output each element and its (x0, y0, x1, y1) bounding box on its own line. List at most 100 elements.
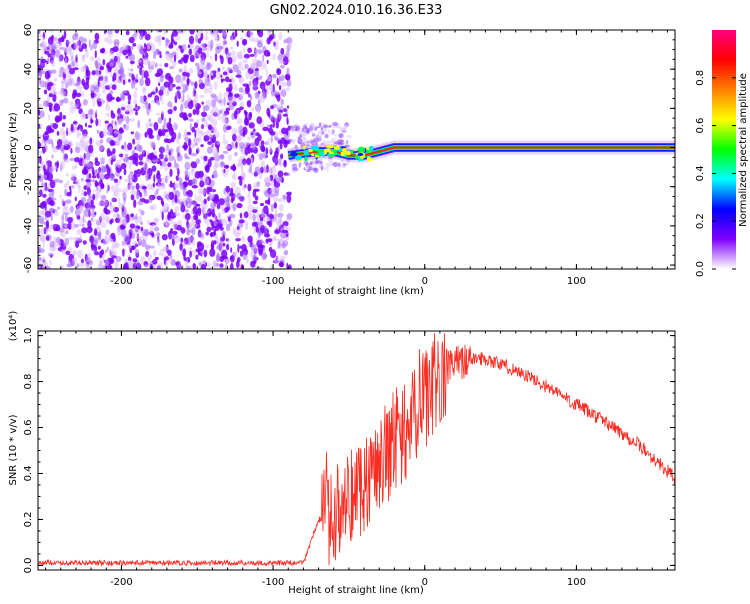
x-tick-label: 0 (422, 276, 428, 287)
transition-speckle (328, 140, 330, 143)
transition-speckle (318, 122, 322, 128)
transition-speckle (320, 126, 323, 131)
transition-speckle (312, 167, 318, 171)
transition-speckle (311, 125, 316, 129)
y-tick-label: 40 (23, 63, 34, 76)
y-tick-label: 20 (23, 102, 34, 115)
colorbar-gradient (712, 30, 736, 269)
snr-series-line (38, 333, 675, 567)
colorbar: 0.0 0.2 0.4 0.6 0.8 Normalized spectral ampl… (695, 30, 749, 277)
signal-blob (330, 154, 334, 158)
snr-ticks: -200 -100 0 100 0.0 0.2 0.4 0.6 0.8 1.0 (23, 328, 675, 588)
signal-blob (339, 148, 343, 152)
transition-speckle (311, 132, 314, 135)
transition-speckle (324, 133, 329, 139)
signal-blob (304, 149, 310, 154)
transition-speckle (323, 124, 328, 129)
colorbar-tick-label: 0.2 (695, 213, 706, 229)
transition-speckle (292, 167, 299, 172)
y-tick-label: 60 (23, 24, 34, 37)
transition-speckle (304, 137, 307, 141)
transition-speckle (303, 167, 306, 171)
signal-blob (359, 158, 364, 161)
signal-blob (290, 151, 298, 157)
signal-blob (303, 145, 306, 150)
transition-speckle (297, 136, 301, 140)
x-tick-label: -100 (262, 577, 285, 588)
signal-blob (350, 149, 354, 154)
transition-speckle (337, 168, 340, 171)
transition-speckle (289, 128, 295, 133)
transition-speckle (287, 138, 293, 143)
transition-speckle (295, 125, 301, 131)
spectrogram-frame (37, 29, 676, 270)
transition-speckle (306, 128, 311, 133)
spectrogram-xlabel: Height of straight line (km) (288, 286, 424, 297)
transition-speckle (311, 159, 316, 165)
transition-speckle (302, 140, 309, 144)
transition-speckle (339, 128, 343, 132)
colorbar-tick-label: 0.8 (695, 70, 706, 86)
signal-blob (345, 150, 351, 156)
signal-blob (355, 154, 358, 160)
x-tick-label: -200 (110, 276, 133, 287)
y-tick-label: -20 (23, 179, 34, 195)
transition-speckle (300, 132, 305, 136)
signal-blob (317, 150, 324, 153)
transition-speckle (317, 130, 323, 134)
signal-blob (341, 148, 347, 153)
transition-speckle (324, 127, 328, 132)
snr-content (38, 333, 675, 567)
colorbar-label: Normalized spectral amplitude (738, 73, 749, 227)
transition-speckle (341, 127, 346, 132)
transition-speckle (333, 137, 337, 140)
x-tick-label: 100 (567, 577, 586, 588)
transition-speckle (304, 126, 308, 130)
transition-speckle (320, 165, 323, 171)
signal-blob (311, 153, 315, 157)
signal-blob (357, 146, 365, 153)
transition-speckle (314, 134, 321, 138)
transition-speckle (321, 131, 325, 135)
signal-blob (357, 153, 364, 156)
snr-panel: -200 -100 0 100 0.0 0.2 0.4 0.6 0.8 1.0 Height of… (8, 311, 676, 596)
y-tick-label: 1.0 (23, 328, 34, 344)
signal-blob (368, 145, 374, 151)
transition-speckle (346, 135, 352, 139)
y-tick-label: 0.0 (23, 557, 34, 573)
y-tick-label: 0.2 (23, 511, 34, 527)
transition-speckle (291, 139, 297, 142)
signal-blob (294, 155, 302, 161)
x-tick-label: 0 (422, 577, 428, 588)
transition-speckle (314, 128, 318, 131)
transition-speckle (326, 166, 329, 173)
signal-blob (304, 156, 308, 162)
signal-blob (323, 150, 328, 155)
signal-blob (367, 157, 373, 162)
colorbar-tick-label: 0.4 (695, 165, 706, 181)
x-tick-label: -200 (110, 577, 133, 588)
y-tick-label: 0.6 (23, 420, 34, 436)
transition-speckle (301, 127, 305, 133)
x-tick-label: -100 (262, 276, 285, 287)
snr-scale-label: (x10⁴) (8, 311, 19, 342)
colorbar-tick-label: 0.6 (695, 118, 706, 134)
transition-speckle (337, 162, 341, 167)
transition-speckle (343, 163, 347, 166)
signal-blob (326, 144, 334, 149)
signal-blob (315, 154, 320, 158)
snr-frame (37, 330, 676, 571)
transition-speckle (308, 166, 313, 171)
transition-speckle (330, 131, 334, 136)
y-tick-label: -60 (23, 257, 34, 273)
spectrogram-ylabel: Frequency (Hz) (8, 112, 19, 188)
transition-speckle (332, 161, 338, 168)
snr-ylabel: SNR (10 * v/v) (8, 414, 19, 485)
signal-blob (333, 146, 340, 150)
figure-title: GN02.2024.010.16.36.E33 (270, 3, 443, 18)
transition-speckle (328, 129, 331, 135)
colorbar-ticks: 0.0 0.2 0.4 0.6 0.8 (695, 70, 736, 277)
